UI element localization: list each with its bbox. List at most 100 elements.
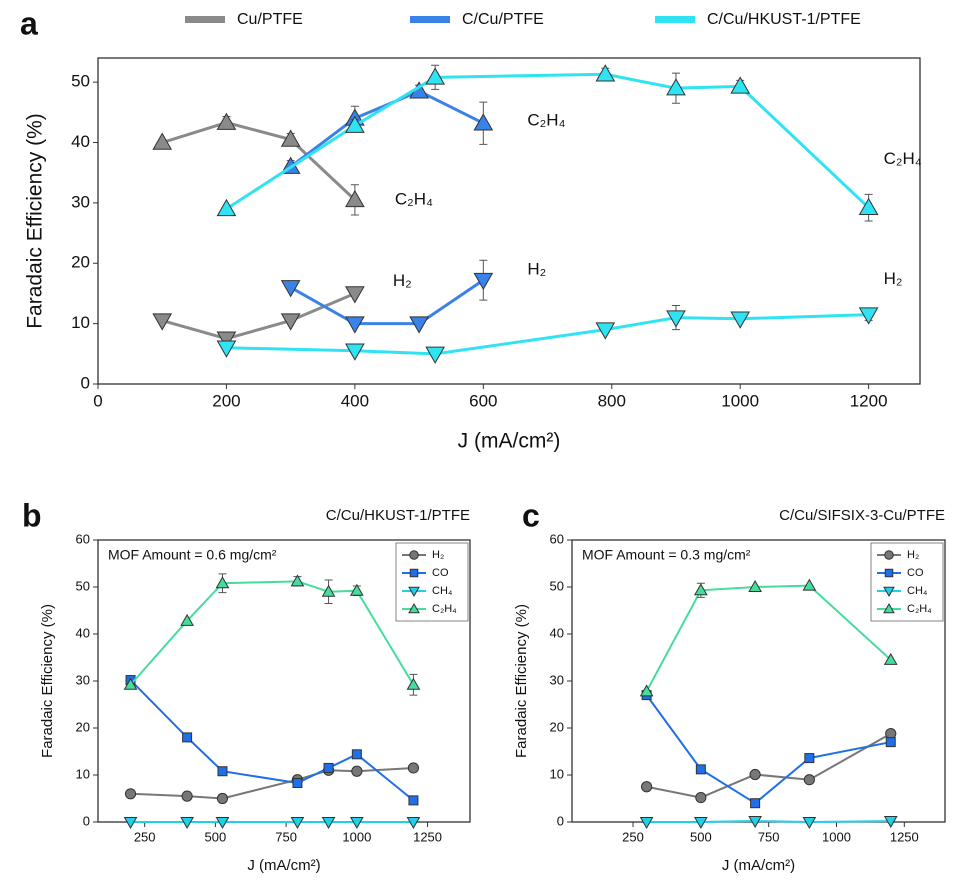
- legend-marker: [408, 586, 420, 598]
- marker: [406, 677, 421, 690]
- x-tick-label: 250: [622, 829, 644, 844]
- panel-label: a: [20, 5, 38, 41]
- y-tick-label: 30: [550, 672, 564, 687]
- x-tick-label: 1200: [850, 391, 888, 410]
- series-line: [129, 679, 415, 802]
- marker: [345, 189, 365, 208]
- marker: [216, 331, 237, 349]
- marker: [216, 198, 237, 217]
- x-tick-label: 500: [690, 829, 712, 844]
- y-tick-label: 0: [83, 813, 90, 828]
- legend-marker: [409, 568, 419, 578]
- marker: [409, 316, 429, 334]
- legend-marker: [883, 586, 895, 598]
- marker: [666, 78, 686, 96]
- marker: [280, 129, 301, 147]
- series-line: [645, 584, 892, 692]
- marker: [181, 790, 193, 802]
- marker: [345, 316, 365, 334]
- series-annotation: H₂: [884, 269, 903, 288]
- marker: [349, 583, 364, 596]
- x-tick-label: 1000: [721, 391, 759, 410]
- legend-label: C₂H₄: [907, 603, 932, 615]
- series-line: [161, 121, 356, 201]
- legend-label: H₂: [907, 549, 919, 561]
- y-tick-label: 40: [76, 625, 90, 640]
- marker: [883, 816, 898, 829]
- marker: [641, 781, 653, 793]
- x-axis-label: J (mA/cm²): [722, 857, 795, 874]
- marker: [750, 798, 761, 809]
- y-tick-label: 0: [557, 813, 564, 828]
- legend-swatch: [185, 16, 225, 23]
- x-tick-label: 500: [205, 829, 227, 844]
- x-tick-label: 400: [341, 391, 369, 410]
- y-tick-label: 50: [550, 578, 564, 593]
- y-tick-label: 20: [76, 719, 90, 734]
- marker: [748, 579, 762, 592]
- series-line: [226, 313, 869, 356]
- marker: [804, 753, 815, 764]
- panel-label: b: [22, 497, 42, 533]
- legend-label: C₂H₄: [432, 603, 457, 615]
- marker: [639, 817, 654, 830]
- marker: [858, 307, 879, 325]
- x-axis-label: J (mA/cm²): [458, 430, 561, 453]
- y-tick-label: 20: [550, 719, 564, 734]
- marker: [473, 272, 494, 291]
- x-tick-label: 0: [93, 391, 102, 410]
- marker: [351, 765, 363, 777]
- y-tick-label: 0: [81, 373, 90, 392]
- series-line: [130, 766, 414, 800]
- y-tick-label: 30: [71, 192, 90, 211]
- x-tick-label: 800: [598, 391, 626, 410]
- legend-swatch: [655, 16, 695, 23]
- legend-marker: [884, 568, 894, 578]
- y-tick-label: 20: [71, 253, 90, 272]
- series-line: [646, 732, 892, 799]
- marker: [803, 774, 815, 786]
- y-tick-label: 50: [71, 72, 90, 91]
- series-annotation: C₂H₄: [395, 189, 433, 208]
- marker: [321, 817, 336, 830]
- x-axis-label: J (mA/cm²): [247, 857, 320, 874]
- marker: [802, 578, 817, 591]
- annotation: MOF Amount = 0.3 mg/cm²: [582, 547, 751, 563]
- marker: [425, 67, 446, 85]
- legend-label: C/Cu/PTFE: [462, 11, 544, 28]
- marker: [216, 112, 237, 130]
- series-line: [646, 820, 891, 824]
- y-tick-label: 10: [76, 766, 90, 781]
- panel-title: C/Cu/SIFSIX-3-Cu/PTFE: [779, 507, 945, 524]
- y-axis-label: Faradaic Efficiency (%): [39, 604, 56, 758]
- marker: [802, 817, 817, 830]
- series-line: [129, 580, 415, 686]
- marker: [152, 313, 173, 331]
- x-tick-label: 750: [758, 829, 780, 844]
- marker: [280, 280, 301, 298]
- marker: [595, 322, 616, 340]
- x-tick-label: 750: [275, 829, 297, 844]
- legend-swatch: [410, 16, 450, 23]
- y-axis-label: Faradaic Efficiency (%): [24, 113, 47, 329]
- marker: [124, 788, 137, 800]
- marker: [695, 764, 706, 775]
- marker: [748, 816, 762, 829]
- marker: [345, 343, 365, 361]
- marker: [406, 817, 421, 830]
- marker: [666, 310, 686, 328]
- panel-title: C/Cu/HKUST-1/PTFE: [326, 507, 470, 524]
- marker: [345, 286, 365, 304]
- x-tick-label: 1250: [413, 829, 442, 844]
- marker: [215, 817, 230, 830]
- marker: [123, 677, 138, 690]
- marker: [730, 311, 751, 329]
- series-annotation: H₂: [527, 260, 546, 279]
- legend-label: C/Cu/HKUST-1/PTFE: [707, 11, 861, 28]
- x-tick-label: 1250: [890, 829, 919, 844]
- legend-marker: [409, 550, 419, 560]
- legend-marker: [408, 602, 420, 614]
- marker: [216, 792, 229, 805]
- series-annotation: H₂: [393, 271, 412, 290]
